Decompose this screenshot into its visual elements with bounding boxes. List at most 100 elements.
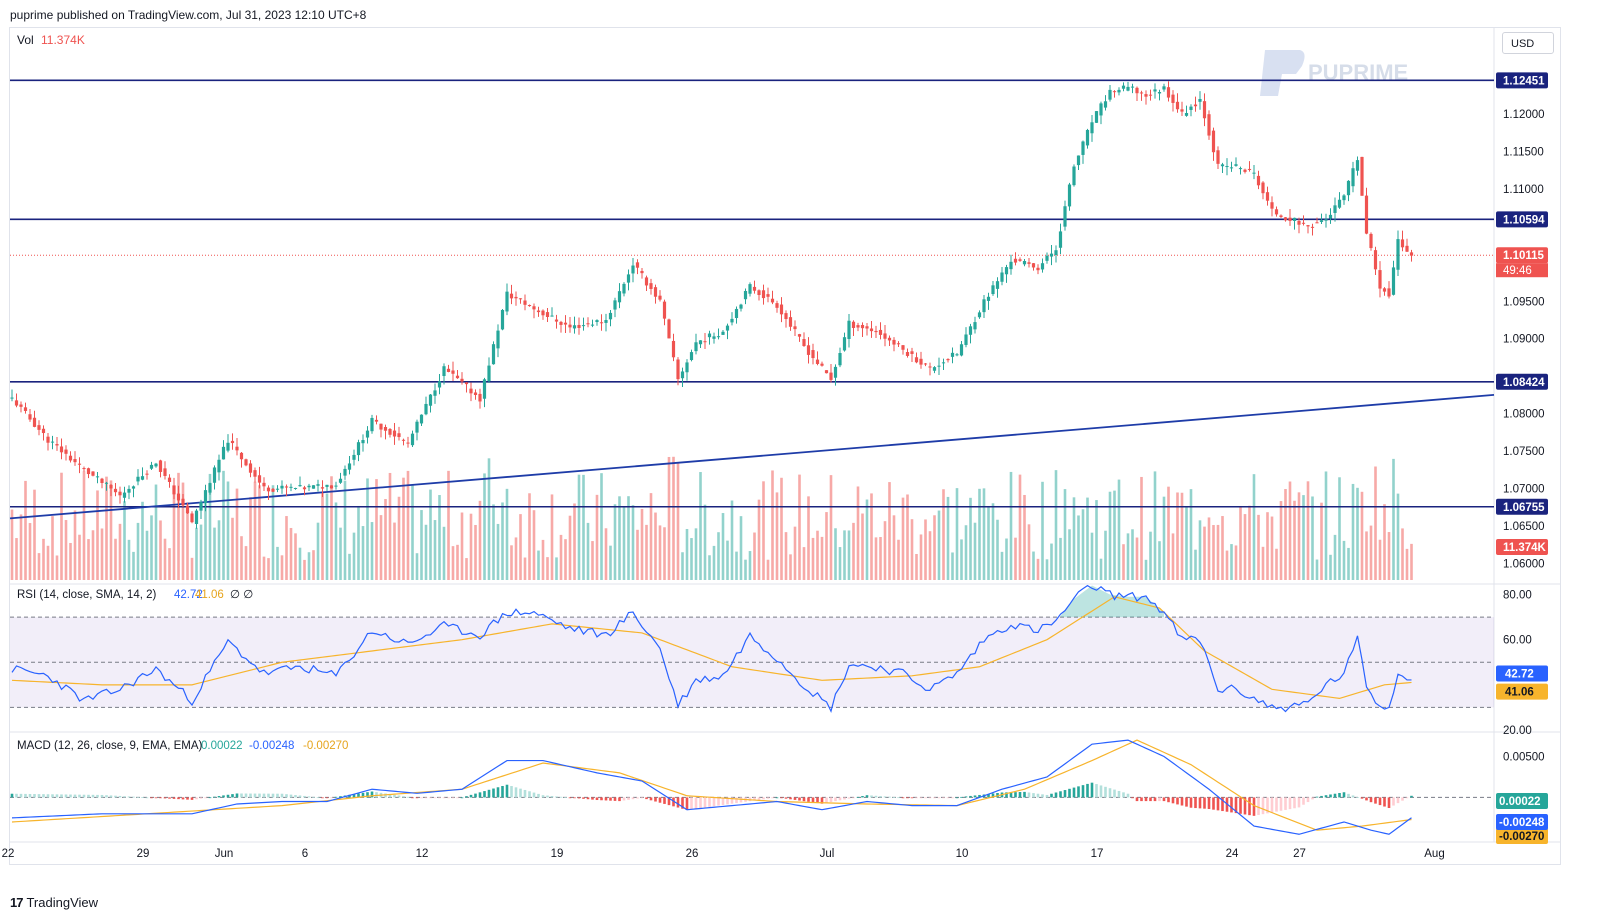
volume-bar bbox=[1360, 491, 1364, 580]
volume-bar bbox=[406, 470, 410, 580]
candle-body bbox=[595, 320, 599, 323]
volume-bar bbox=[100, 528, 104, 580]
volume-bar bbox=[708, 555, 711, 580]
price-tick-label: 1.09000 bbox=[1503, 334, 1545, 346]
candle-body bbox=[1108, 89, 1112, 100]
volume-bar bbox=[856, 486, 860, 580]
volume-bar bbox=[874, 537, 878, 580]
volume-bar bbox=[1356, 487, 1359, 580]
candle-body bbox=[244, 459, 248, 466]
volume-bar bbox=[168, 548, 171, 580]
candle-body bbox=[748, 284, 752, 294]
macd-histogram-bar bbox=[811, 797, 815, 803]
volume-bar bbox=[10, 509, 14, 580]
volume-bar bbox=[636, 529, 639, 580]
candle-body bbox=[347, 463, 352, 470]
volume-bar bbox=[618, 496, 621, 580]
candle-body bbox=[338, 478, 343, 483]
macd-histogram-bar bbox=[1072, 787, 1076, 798]
macd-histogram-bar bbox=[226, 794, 230, 798]
candle-body bbox=[1382, 288, 1387, 292]
candle-body bbox=[838, 353, 842, 366]
volume-bar bbox=[906, 494, 909, 580]
macd-histogram-bar bbox=[474, 793, 477, 798]
candle-body bbox=[1049, 253, 1054, 257]
currency-button[interactable]: USD bbox=[1502, 32, 1554, 54]
volume-bar bbox=[843, 530, 846, 580]
volume-bar bbox=[1252, 474, 1256, 580]
macd-histogram-bar bbox=[330, 797, 333, 799]
macd-histogram-bar bbox=[204, 797, 207, 799]
candle-body bbox=[1085, 129, 1090, 146]
volume-bar bbox=[649, 493, 653, 580]
macd-histogram-bar bbox=[1347, 793, 1350, 798]
volume-bar bbox=[1072, 497, 1076, 580]
macd-histogram-bar bbox=[496, 787, 500, 798]
volume-bar bbox=[1378, 539, 1382, 580]
candle-body bbox=[604, 320, 608, 323]
price-tick-label: 1.08000 bbox=[1503, 409, 1545, 421]
macd-histogram-bar bbox=[964, 796, 968, 798]
volume-bar bbox=[829, 475, 833, 580]
volume-bar bbox=[1050, 543, 1053, 580]
macd-histogram-bar bbox=[946, 797, 950, 799]
candle-body bbox=[59, 446, 64, 453]
candle-body bbox=[820, 363, 824, 366]
macd-histogram-bar bbox=[1383, 797, 1386, 807]
candle-body bbox=[433, 390, 437, 396]
volume-bar bbox=[1005, 538, 1008, 580]
macd-histogram-bar bbox=[82, 794, 86, 798]
candlesticks bbox=[10, 81, 1414, 529]
macd-histogram-bar bbox=[1054, 792, 1058, 798]
volume-bar bbox=[195, 527, 198, 580]
macd-histogram-bar bbox=[672, 797, 675, 807]
level-price-tag-bg bbox=[1496, 373, 1548, 390]
candle-body bbox=[631, 265, 635, 274]
volume-bar bbox=[397, 496, 401, 580]
candle-body bbox=[527, 304, 532, 307]
macd-histogram-bar bbox=[1261, 797, 1265, 815]
volume-tag: 11.374K bbox=[1503, 542, 1547, 554]
candle-body bbox=[1090, 122, 1094, 134]
macd-histogram-bar bbox=[1095, 784, 1098, 798]
macd-histogram-bar bbox=[483, 791, 486, 798]
candle-body bbox=[550, 315, 554, 317]
macd-histogram-bar bbox=[1401, 797, 1404, 801]
volume-bar bbox=[528, 493, 531, 580]
candle-body bbox=[1225, 166, 1229, 168]
candle-body bbox=[28, 414, 32, 420]
candle-body bbox=[1072, 166, 1076, 186]
candle-body bbox=[1373, 250, 1378, 270]
candle-body bbox=[118, 491, 122, 496]
level-price-tag-bg bbox=[1496, 498, 1548, 515]
macd-histogram-bar bbox=[519, 788, 522, 798]
macd-histogram-bar bbox=[685, 797, 689, 810]
candle-body bbox=[613, 300, 617, 310]
candle-body bbox=[352, 454, 356, 460]
macd-tick-label: 0.00500 bbox=[1503, 751, 1545, 763]
candle-body bbox=[1157, 91, 1162, 94]
macd-histogram-bar bbox=[33, 794, 36, 798]
volume-bar bbox=[109, 480, 113, 580]
price-tick-label: 1.06500 bbox=[1503, 521, 1545, 533]
volume-bar bbox=[784, 532, 788, 580]
candle-body bbox=[50, 441, 55, 443]
volume-bar bbox=[573, 503, 576, 580]
volume-bar bbox=[325, 493, 329, 580]
volume-bar bbox=[1153, 471, 1157, 580]
candle-body bbox=[226, 442, 230, 451]
candle-body bbox=[446, 368, 451, 372]
macd-histogram-bar bbox=[244, 793, 248, 798]
macd-histogram-bar bbox=[231, 794, 234, 798]
macd-histogram-bar bbox=[838, 797, 842, 801]
candle-body bbox=[64, 449, 68, 454]
price-tags: 1.12451 1.10594 1.08424 1.06755 1.10115 49:46… bbox=[1496, 72, 1548, 555]
candle-body bbox=[500, 309, 505, 330]
volume-bar bbox=[1131, 529, 1134, 580]
macd-histogram-bar bbox=[573, 797, 576, 799]
candle-body bbox=[239, 452, 244, 460]
volume-bar bbox=[586, 522, 590, 580]
macd-histogram-bar bbox=[415, 797, 419, 799]
price-tick-label: 1.06000 bbox=[1503, 558, 1545, 570]
